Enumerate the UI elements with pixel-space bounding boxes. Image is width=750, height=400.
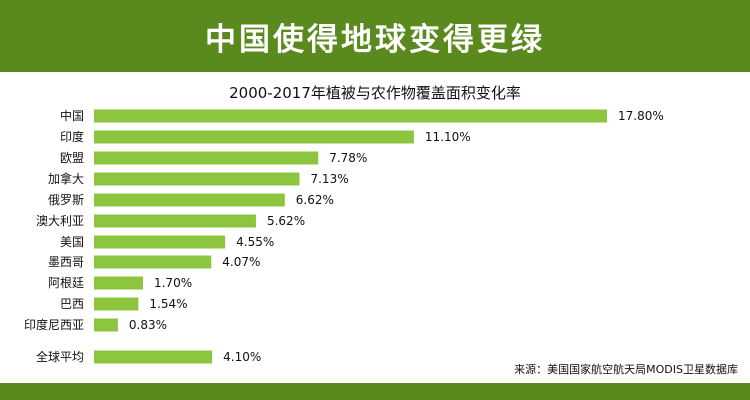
footer-band	[0, 383, 750, 400]
category-label: 加拿大	[48, 171, 84, 186]
category-label: 墨西哥	[48, 255, 84, 269]
bar	[94, 255, 212, 269]
category-label: 欧盟	[60, 151, 84, 165]
category-label: 中国	[60, 108, 84, 123]
category-label: 巴西	[60, 297, 84, 311]
page-title: 中国使得地球变得更绿	[205, 21, 545, 58]
value-label: 11.10%	[425, 130, 471, 144]
value-label: 1.54%	[149, 297, 187, 311]
value-label: 5.62%	[267, 214, 305, 228]
value-label: 4.07%	[222, 255, 260, 269]
category-label: 印度尼西亚	[24, 317, 84, 332]
bar	[94, 214, 256, 228]
bar	[94, 109, 607, 123]
category-label: 印度	[60, 129, 84, 144]
value-label: 7.13%	[310, 172, 348, 186]
chart-title: 2000-2017年植被与农作物覆盖面积变化率	[229, 84, 521, 102]
category-label: 阿根廷	[48, 276, 84, 290]
category-label: 全球平均	[36, 349, 84, 364]
category-label: 澳大利亚	[36, 214, 84, 228]
source-note: 来源：美国国家航空航天局MODIS卫星数据库	[514, 363, 738, 376]
value-label: 7.78%	[329, 151, 367, 165]
bar	[94, 235, 226, 249]
value-label: 1.70%	[154, 276, 192, 290]
bar	[94, 318, 118, 332]
bar	[94, 151, 319, 165]
value-label: 17.80%	[618, 109, 664, 123]
bar	[94, 350, 213, 364]
bar	[94, 172, 300, 186]
bar	[94, 193, 285, 207]
value-label: 4.55%	[236, 235, 274, 249]
value-label: 6.62%	[296, 193, 334, 207]
value-label: 4.10%	[223, 350, 261, 364]
value-label: 0.83%	[129, 318, 167, 332]
bar	[94, 276, 143, 290]
header-banner: 中国使得地球变得更绿	[0, 0, 750, 72]
bar	[94, 130, 414, 144]
category-label: 美国	[60, 235, 84, 249]
category-label: 俄罗斯	[48, 193, 84, 207]
bar	[94, 297, 139, 311]
